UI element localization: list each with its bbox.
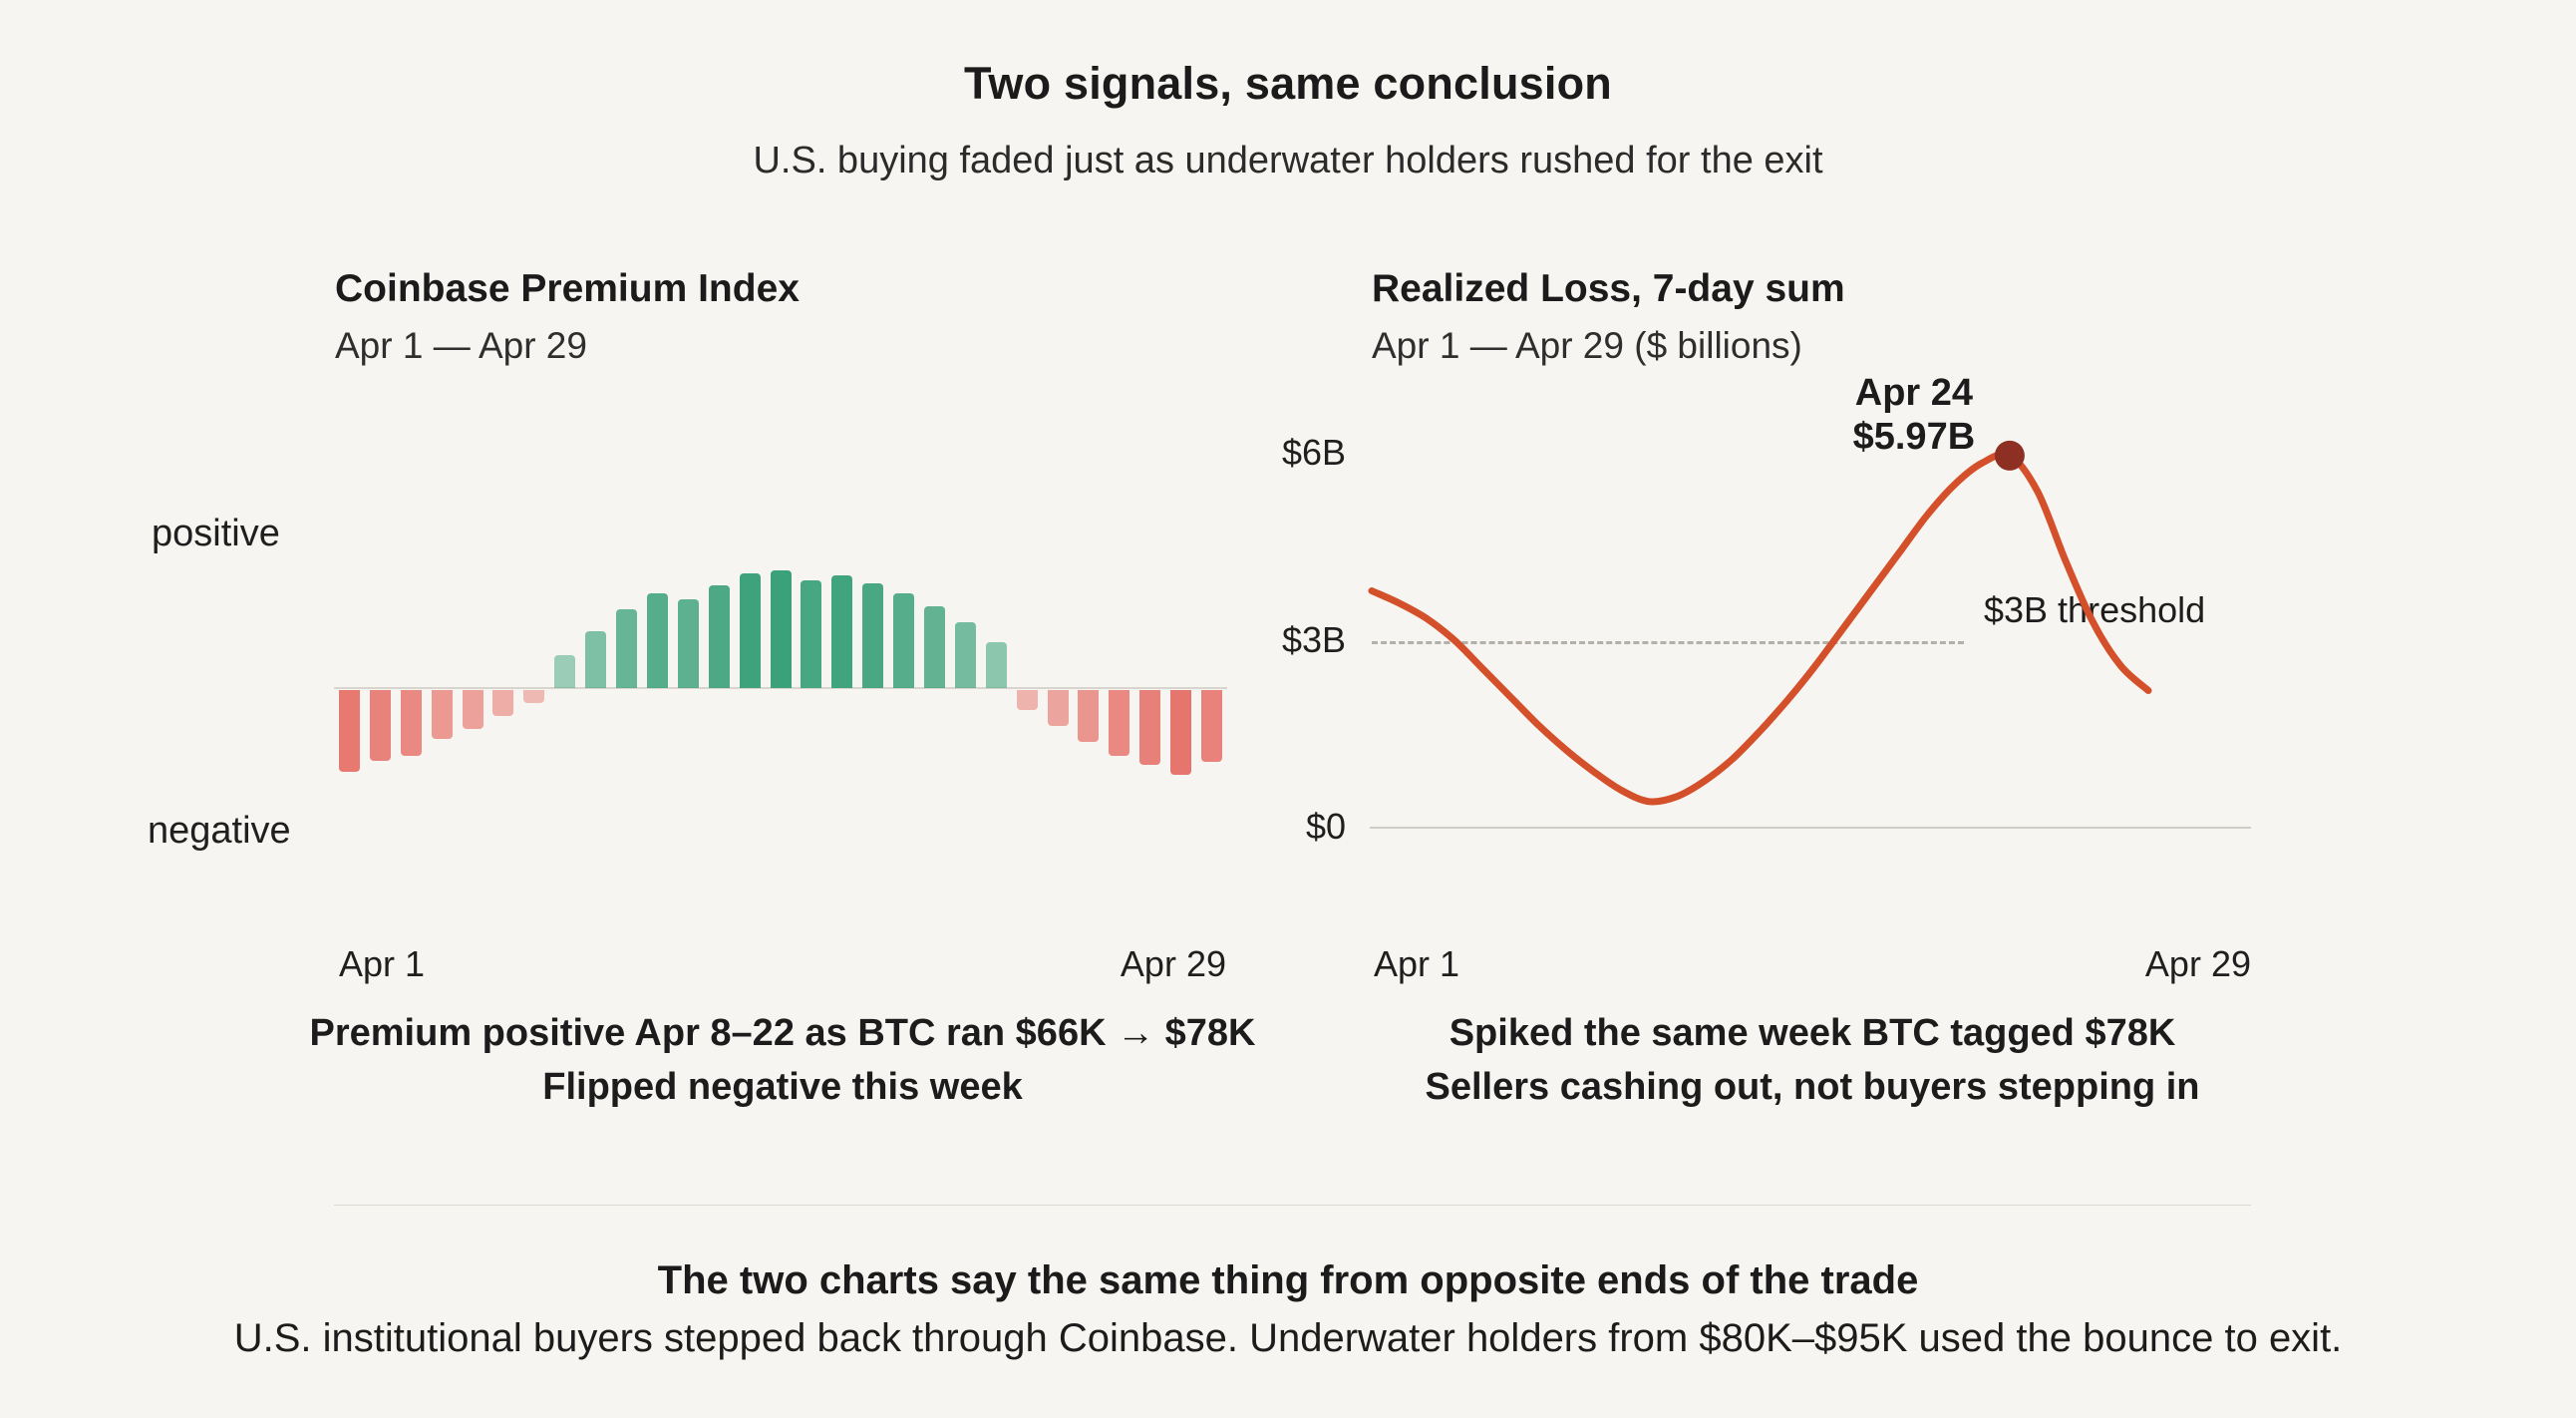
peak-annotation-date: Apr 24 <box>1854 372 1974 414</box>
bar-chart-caption: Premium positive Apr 8–22 as BTC ran $66… <box>249 1007 1316 1115</box>
premium-bar <box>770 569 792 688</box>
realized-loss-line-chart <box>1368 440 2152 806</box>
premium-bar <box>862 583 884 688</box>
premium-bar <box>923 606 945 688</box>
line-chart-caption: Spiked the same week BTC tagged $78K Sel… <box>1372 1007 2253 1115</box>
premium-bar <box>554 655 576 688</box>
peak-annotation-value: $5.97B <box>1852 416 1976 459</box>
page-title: Two signals, same conclusion <box>964 58 1612 109</box>
premium-bar <box>462 690 483 730</box>
bar-chart-caption-line2: Flipped negative this week <box>542 1065 1023 1108</box>
premium-bar <box>1016 690 1038 710</box>
premium-bar <box>677 599 699 688</box>
premium-bar <box>893 592 915 688</box>
line-chart-x-start-label: Apr 1 <box>1374 943 1460 984</box>
premium-bar <box>831 574 853 688</box>
premium-bar <box>801 579 822 688</box>
peak-annotation: Apr 24 $5.97B <box>1765 371 2064 459</box>
premium-bar-chart <box>334 556 1227 856</box>
bar-chart-caption-line1: Premium positive Apr 8–22 as BTC ran $66… <box>309 1012 1256 1054</box>
premium-bar <box>492 690 514 717</box>
premium-bar <box>1047 690 1069 727</box>
premium-bar <box>431 690 453 740</box>
premium-bar <box>338 690 360 772</box>
ytick-0b: $0 <box>1305 806 1346 847</box>
line-chart-x-end-label: Apr 29 <box>2144 943 2251 984</box>
premium-bar <box>1109 690 1130 756</box>
premium-bar <box>1201 690 1223 763</box>
bar-chart-title: Coinbase Premium Index <box>335 267 800 310</box>
bar-chart-x-end-label: Apr 29 <box>1120 943 1226 984</box>
premium-bar <box>739 573 761 688</box>
premium-bar <box>400 690 422 756</box>
bar-chart-baseline <box>334 687 1227 689</box>
ytick-3b: $3B <box>1281 618 1346 660</box>
ytick-6b: $6B <box>1281 432 1346 473</box>
footer-divider <box>334 1205 2251 1206</box>
premium-bar <box>985 642 1007 688</box>
footer-line2: U.S. institutional buyers stepped back t… <box>233 1316 2343 1360</box>
premium-bar <box>954 622 976 688</box>
premium-bar <box>708 584 730 688</box>
line-chart-caption-line1: Spiked the same week BTC tagged $78K <box>1449 1012 2176 1054</box>
page-subtitle: U.S. buying faded just as underwater hol… <box>753 140 1823 181</box>
peak-dot <box>1994 440 2025 471</box>
threshold-line <box>1372 640 1964 644</box>
footer-line1: The two charts say the same thing from o… <box>657 1258 1919 1302</box>
bar-chart-x-start-label: Apr 1 <box>339 943 426 984</box>
loss-line <box>1368 450 2152 806</box>
premium-bar <box>646 592 668 688</box>
premium-bar <box>616 609 638 688</box>
bar-chart-subtitle: Apr 1 — Apr 29 <box>335 325 587 366</box>
line-chart-title: Realized Loss, 7-day sum <box>1372 267 1845 310</box>
bar-chart-negative-label: negative <box>148 810 291 852</box>
line-chart-subtitle: Apr 1 — Apr 29 ($ billions) <box>1372 325 1802 366</box>
premium-bar <box>523 690 545 704</box>
premium-bar <box>1139 690 1161 766</box>
line-chart-baseline <box>1370 827 2251 829</box>
premium-bar <box>585 630 607 688</box>
premium-bar <box>1170 690 1192 776</box>
bar-chart-positive-label: positive <box>152 513 280 554</box>
premium-bar <box>1078 690 1100 743</box>
premium-bar <box>369 690 391 761</box>
line-chart-caption-line2: Sellers cashing out, not buyers stepping… <box>1425 1065 2200 1108</box>
